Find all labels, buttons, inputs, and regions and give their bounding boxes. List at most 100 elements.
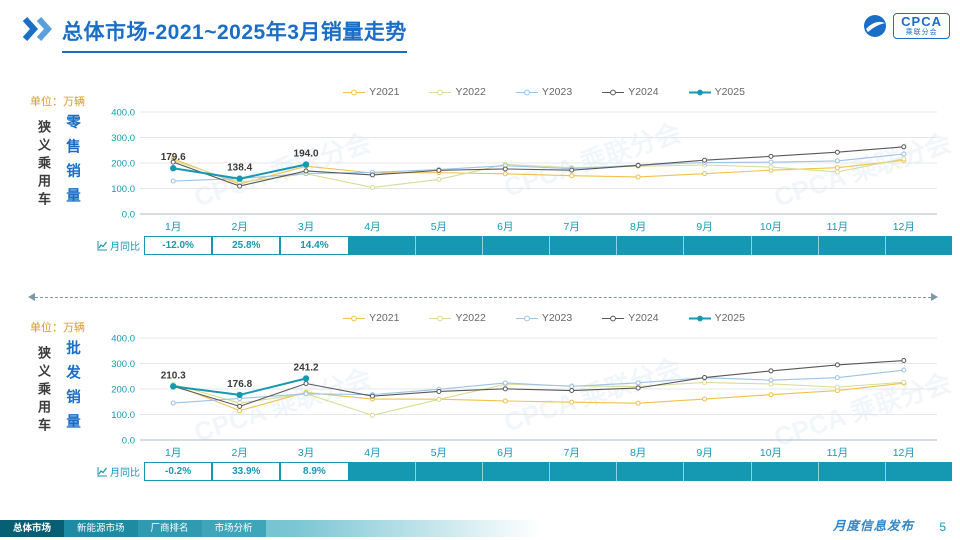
- page-title: 总体市场-2021~2025年3月销量走势: [62, 16, 407, 53]
- wholesale-yoy-row: 月同比 -0.2% 33.9% 8.9%: [96, 462, 952, 481]
- yoy-cell: 25.8%: [212, 236, 281, 255]
- x-tick-label: 7月: [564, 447, 580, 459]
- tab-overall-market[interactable]: 总体市场: [0, 520, 65, 537]
- series-marker-Y2021: [502, 171, 508, 177]
- data-label: 176.8: [227, 379, 252, 390]
- series-marker-Y2024: [834, 149, 840, 155]
- tab-oem-ranking[interactable]: 厂商排名: [137, 520, 202, 537]
- yoy-cell: [886, 462, 952, 481]
- series-marker-Y2024: [237, 183, 243, 189]
- series-line-Y2023: [173, 369, 904, 404]
- series-line-Y2024: [173, 146, 904, 187]
- legend-marker-icon: [429, 315, 452, 321]
- data-label: 241.2: [294, 362, 319, 373]
- cpca-logo-box: CPCA 乘联分会: [893, 13, 950, 39]
- x-tick-label: 8月: [630, 221, 646, 233]
- series-line-Y2021: [173, 158, 904, 185]
- yoy-cell: [886, 236, 952, 255]
- series-marker-Y2024: [702, 157, 708, 163]
- y-tick-label: 0.0: [122, 210, 135, 221]
- data-label: 194.0: [294, 149, 319, 160]
- yoy-cell: [483, 462, 551, 481]
- yoy-label: 月同比: [96, 464, 144, 479]
- retail-section: 单位：万辆 狭义乘用车 零售销量 Y2021 Y2022 Y2023 Y2024 Y20…: [0, 84, 960, 264]
- measure-label-wholesale: 批发销量: [64, 340, 80, 438]
- legend-label: Y2023: [541, 86, 573, 98]
- series-marker-Y2022: [834, 384, 840, 390]
- yoy-cell: 14.4%: [280, 236, 349, 255]
- y-tick-label: 400.0: [111, 108, 135, 119]
- series-marker-Y2024: [237, 403, 243, 409]
- yoy-cell: [416, 462, 483, 481]
- legend-marker-icon: [602, 89, 625, 95]
- cpca-emblem-icon: [864, 15, 887, 37]
- series-marker-Y2021: [569, 173, 575, 179]
- yoy-cell: [550, 462, 618, 481]
- yoy-cell: 33.9%: [212, 462, 281, 481]
- retail-yoy-bar: -12.0% 25.8% 14.4%: [144, 236, 952, 255]
- series-marker-Y2025: [302, 161, 310, 168]
- x-tick-label: 2月: [231, 221, 247, 233]
- legend-marker-icon: [429, 89, 452, 95]
- x-tick-label: 11月: [827, 221, 848, 233]
- y-tick-label: 200.0: [111, 385, 135, 396]
- unit-label: 单位：万辆: [30, 96, 85, 108]
- legend-label: Y2023: [541, 312, 573, 324]
- tab-market-analysis[interactable]: 市场分析: [201, 520, 266, 537]
- series-marker-Y2024: [502, 386, 508, 392]
- series-marker-Y2023: [303, 391, 309, 397]
- series-marker-Y2023: [768, 159, 774, 165]
- series-marker-Y2022: [702, 379, 708, 385]
- series-marker-Y2021: [635, 174, 641, 180]
- series-marker-Y2021: [635, 400, 641, 406]
- data-label: 179.6: [161, 152, 186, 163]
- title-chevrons-icon: [22, 16, 52, 42]
- page-number: 5: [939, 520, 946, 534]
- series-line-Y2024: [173, 359, 904, 407]
- x-tick-label: 9月: [696, 221, 712, 233]
- series-marker-Y2023: [901, 151, 907, 157]
- series-marker-Y2022: [901, 156, 907, 162]
- series-marker-Y2021: [569, 399, 575, 405]
- series-line-Y2022: [173, 158, 904, 188]
- series-marker-Y2023: [170, 178, 176, 184]
- y-tick-label: 400.0: [111, 334, 135, 345]
- footer-nav: 总体市场 新能源市场 厂商排名 市场分析: [0, 520, 540, 537]
- legend-item: Y2022: [429, 312, 486, 324]
- x-tick-label: 3月: [298, 221, 314, 233]
- legend-item: Y2023: [515, 312, 573, 324]
- wholesale-trend-chart: 0.0 100.0 200.0 300.0 400.0 1月 2月 3月 4月 5月 6月 7月 8月 9…: [111, 334, 937, 459]
- series-marker-Y2021: [502, 398, 508, 404]
- legend-item: Y2024: [602, 86, 659, 98]
- x-tick-label: 4月: [364, 221, 380, 233]
- yoy-cell: [684, 236, 752, 255]
- yoy-cell: [550, 236, 618, 255]
- tab-nev-market[interactable]: 新能源市场: [64, 520, 138, 537]
- x-tick-label: 7月: [564, 221, 580, 233]
- wholesale-chart-area: Y2021 Y2022 Y2023 Y2024 Y2025 0.0 100.0 200.0 3…: [96, 310, 952, 481]
- x-tick-label: 9月: [696, 447, 712, 459]
- wholesale-section: 单位：万辆 狭义乘用车 批发销量 Y2021 Y2022 Y2023 Y2024 Y20…: [0, 310, 960, 490]
- wholesale-yoy-bar: -0.2% 33.9% 8.9%: [144, 462, 952, 481]
- x-tick-label: 5月: [431, 447, 447, 459]
- x-tick-label: 1月: [165, 447, 181, 459]
- series-marker-Y2023: [834, 158, 840, 164]
- x-tick-label: 6月: [497, 221, 513, 233]
- publication-label: 月度信息发布: [832, 519, 914, 533]
- legend-item: Y2025: [688, 312, 745, 324]
- section-separator-arrow: [28, 293, 938, 301]
- category-label: 狭义乘用车: [36, 120, 51, 210]
- legend-label: Y2024: [628, 312, 659, 324]
- legend-label: Y2021: [369, 312, 400, 324]
- cpca-logo-name: CPCA: [901, 14, 942, 29]
- trend-icon: [97, 241, 107, 251]
- category-label: 狭义乘用车: [36, 346, 51, 436]
- series-marker-Y2022: [436, 396, 442, 402]
- series-marker-Y2021: [834, 165, 840, 171]
- series-marker-Y2024: [635, 385, 641, 391]
- series-marker-Y2023: [569, 383, 575, 389]
- series-marker-Y2024: [569, 167, 575, 173]
- legend-marker-icon: [343, 89, 366, 95]
- y-tick-label: 100.0: [111, 410, 135, 421]
